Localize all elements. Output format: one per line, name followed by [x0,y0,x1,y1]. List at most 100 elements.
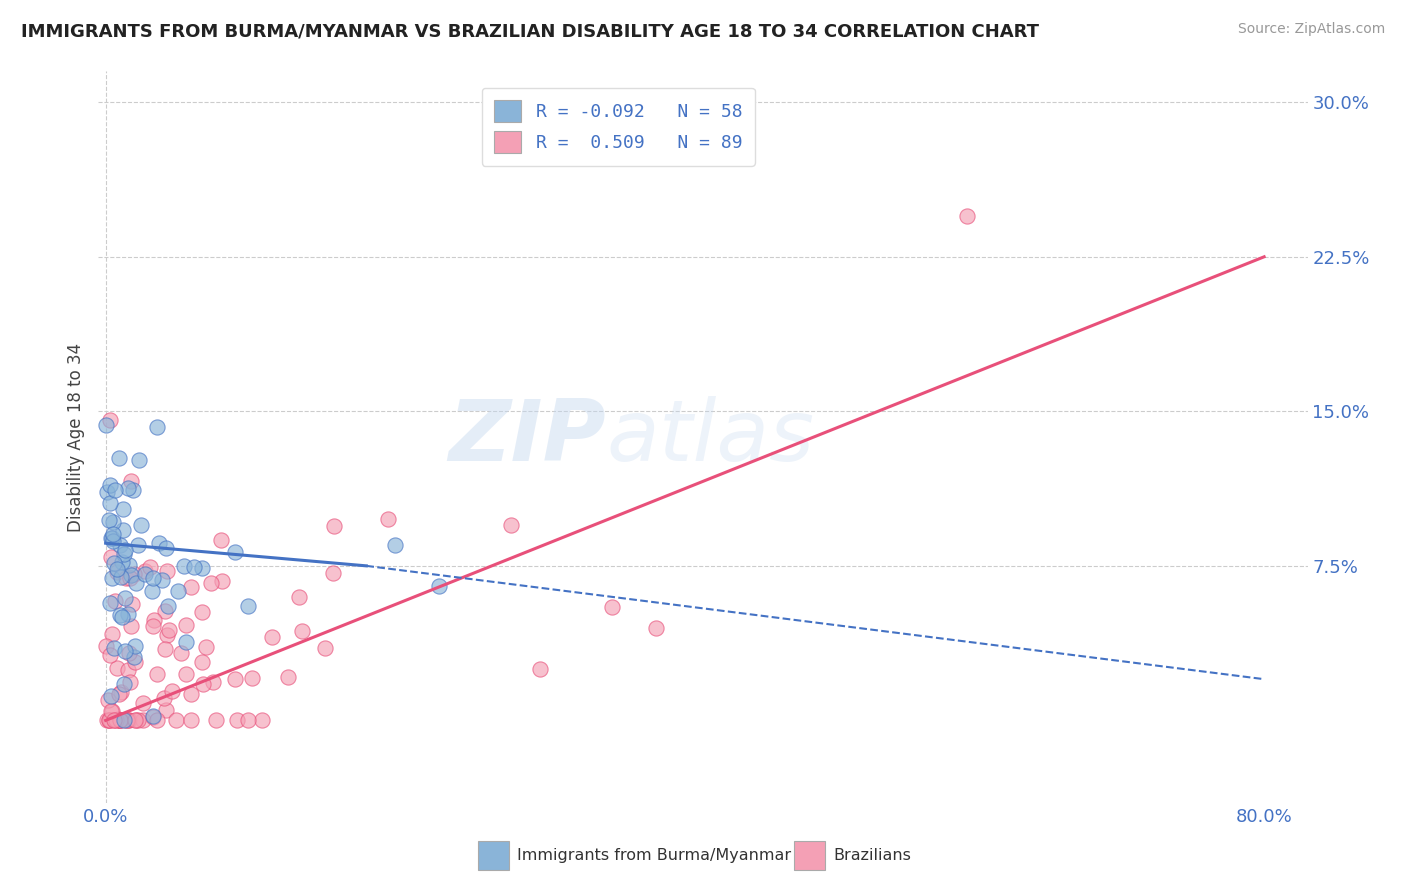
Y-axis label: Disability Age 18 to 34: Disability Age 18 to 34 [66,343,84,532]
Point [194,640,217,654]
Point [170,646,193,660]
Point [114,644,136,658]
Point [127,537,149,551]
Point [160,684,183,698]
Point [117,481,139,495]
Point [124,566,146,581]
Point [96,418,118,433]
Point [242,671,264,685]
Point [322,566,344,580]
Point [97,714,120,728]
Point [105,661,128,675]
Point [156,628,179,642]
Point [108,714,131,728]
Point [165,714,187,728]
Point [110,685,132,699]
Point [98,595,121,609]
Legend: R = -0.092   N = 58, R =  0.509   N = 89: R = -0.092 N = 58, R = 0.509 N = 89 [482,87,755,166]
Point [98,714,121,728]
Text: atlas: atlas [606,395,814,479]
Point [107,714,129,728]
Point [143,613,166,627]
Point [501,517,523,532]
Point [132,714,155,728]
Text: ZIP: ZIP [449,395,606,479]
Point [153,691,176,706]
Point [146,420,169,434]
Point [108,451,131,466]
Point [100,627,122,641]
Point [108,687,131,701]
Point [117,663,139,677]
Point [94,639,117,653]
Point [427,579,450,593]
Point [291,624,314,638]
Point [108,713,131,727]
Text: Brazilians: Brazilians [834,848,911,863]
Point [238,599,260,613]
Point [108,714,131,728]
Point [101,527,124,541]
Point [117,714,139,728]
Point [155,565,177,579]
Point [108,538,131,552]
Point [142,571,165,585]
Point [145,666,167,681]
Point [100,704,122,718]
Point [134,565,156,579]
Point [225,714,247,728]
Point [156,599,179,613]
Point [166,584,188,599]
Point [131,696,153,710]
Point [121,483,143,497]
Point [191,605,214,619]
Point [103,556,125,570]
Point [118,714,141,728]
Point [101,534,124,549]
Point [104,714,127,728]
Point [96,714,118,728]
Point [115,714,138,728]
Point [142,619,165,633]
Point [117,558,139,573]
Point [111,523,134,537]
Point [103,483,125,497]
Point [124,714,146,728]
Point [100,689,122,703]
Point [174,634,197,648]
Point [173,559,195,574]
Point [146,714,169,728]
Point [97,693,120,707]
Point [128,452,150,467]
Point [112,677,135,691]
Point [120,619,142,633]
Point [120,568,142,582]
Point [101,704,124,718]
Point [129,518,152,533]
Text: Source: ZipAtlas.com: Source: ZipAtlas.com [1237,22,1385,37]
Point [114,714,136,728]
Point [529,662,551,676]
Point [111,502,134,516]
Point [134,567,156,582]
Point [97,513,120,527]
Point [153,604,176,618]
Point [114,542,136,557]
Point [98,478,121,492]
Point [115,571,138,585]
Point [103,714,125,728]
Point [204,714,226,728]
Point [323,519,346,533]
Point [107,712,129,726]
Point [191,677,214,691]
Point [645,621,668,635]
Point [125,714,148,728]
Point [111,610,134,624]
Point [108,714,131,728]
Point [191,561,214,575]
Point [250,714,273,728]
Point [98,496,121,510]
Point [124,656,146,670]
Point [260,630,283,644]
Point [104,593,127,607]
